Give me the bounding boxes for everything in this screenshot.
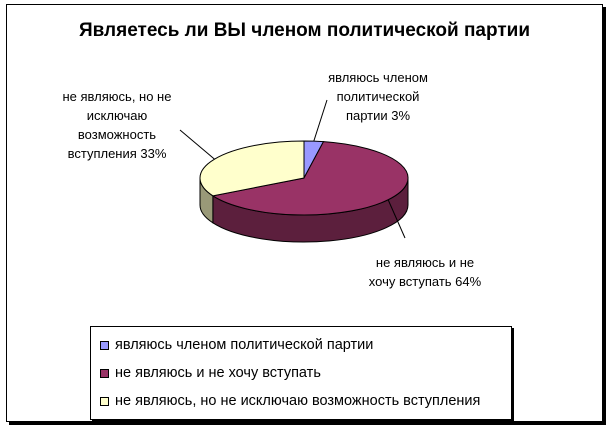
- legend-item-member: являюсь членом политической партии: [100, 335, 373, 355]
- leader-line-not-member-possible: [179, 129, 215, 160]
- legend-swatch: [100, 396, 109, 406]
- legend-item-not-member-not-joining: не являюсь и не хочу вступать: [100, 363, 321, 383]
- legend: являюсь членом политической партии не яв…: [90, 326, 512, 420]
- chart-title: Являетесь ли ВЫ членом политической парт…: [78, 20, 531, 41]
- legend-swatch: [100, 340, 109, 350]
- data-label-not-member-not-joining: не являюсь и не хочу вступать 64%: [368, 255, 482, 289]
- leader-line-member: [313, 99, 328, 142]
- pie-slice-not-member-not-joining: [211, 141, 409, 216]
- legend-label: не являюсь и не хочу вступать: [115, 365, 321, 381]
- legend-label: являюсь членом политической партии: [115, 337, 374, 353]
- data-label-not-member-possible: не являюсь, но не исключаю возможность в…: [62, 89, 172, 161]
- legend-label: не являюсь, но не исключаю возможность в…: [115, 393, 481, 409]
- legend-swatch: [100, 368, 109, 378]
- data-label-member: являюсь членом политической партии 3%: [328, 70, 428, 123]
- leader-line-not-member-not-joining: [387, 199, 406, 239]
- legend-item-not-member-possible: не являюсь, но не исключаю возможность в…: [100, 391, 480, 411]
